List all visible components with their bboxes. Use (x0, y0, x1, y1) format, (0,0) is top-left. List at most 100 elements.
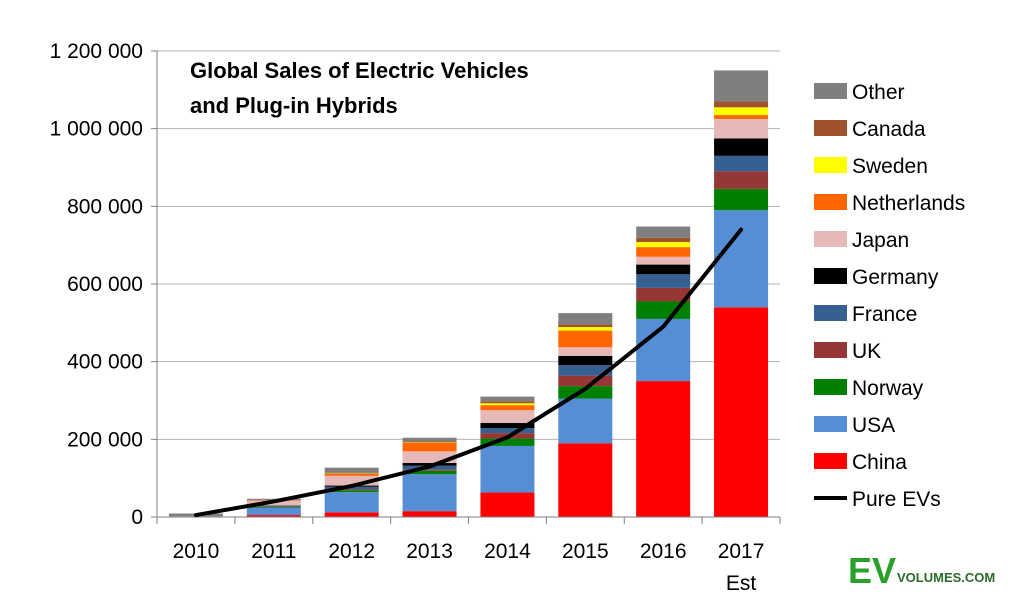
legend-swatch (814, 268, 847, 284)
bar-segment-uk (636, 287, 691, 302)
bar-segment-canada (324, 472, 379, 474)
bar-segment-france (558, 365, 613, 376)
bar-segment-norway (714, 188, 769, 211)
legend-swatch (814, 231, 847, 247)
bar-segment-netherlands (324, 473, 379, 476)
bar-segment-norway (324, 490, 379, 493)
bar-segment-sweden (714, 107, 769, 116)
bar-segment-usa (246, 508, 301, 516)
logo-ev: EV (848, 550, 896, 591)
bar-segment-usa (480, 445, 535, 493)
axes (156, 51, 781, 524)
x-tick-label: 2016 (640, 540, 687, 563)
bar-segment-france (324, 486, 379, 490)
x-tick-label: 2012 (328, 540, 375, 563)
legend-label: Pure EVs (852, 488, 941, 511)
bar-segment-germany (714, 138, 769, 156)
bar-segment-china (402, 511, 457, 517)
bar-segment-usa (714, 210, 769, 308)
bar-segment-canada (636, 237, 691, 243)
bar-segment-china (324, 512, 379, 517)
chart-title-line-2: and Plug-in Hybrids (190, 93, 398, 118)
legend-label: Germany (852, 266, 939, 289)
x-tick-label: 2010 (173, 540, 220, 563)
legend-label: Sweden (852, 155, 928, 178)
bars (168, 70, 769, 517)
legend-swatch (814, 305, 847, 321)
bar-segment-uk (402, 469, 457, 471)
bar-segment-canada (402, 441, 457, 443)
bar-segment-other (714, 70, 769, 102)
bar-segment-canada (714, 101, 769, 108)
bar-segment-other (558, 313, 613, 325)
bar-segment-norway (402, 470, 457, 475)
ev-volumes-logo: EV VOLUMES.COM (848, 550, 995, 591)
bar-segment-other (402, 437, 457, 442)
chart-title: Global Sales of Electric Vehicles and Pl… (190, 58, 529, 118)
y-tick-label: 1 200 000 (50, 40, 143, 63)
legend-label: France (852, 303, 917, 326)
legend-swatch (814, 120, 847, 136)
bar-segment-other (324, 467, 379, 473)
y-tick-label: 600 000 (67, 273, 143, 296)
legend-label: Other (852, 81, 905, 104)
bar-segment-sweden (558, 327, 613, 331)
y-tick-labels: 0 200 000 400 000 600 000 800 000 1 000 000 1 … (50, 40, 143, 529)
bar-segment-germany (636, 264, 691, 275)
logo-volumes: VOLUMES.COM (897, 570, 995, 585)
bar-segment-japan (480, 410, 535, 424)
x-tick-sublabel: Est (726, 572, 757, 595)
bar-segment-japan (636, 256, 691, 265)
bar-segment-germany (558, 355, 613, 366)
legend-swatch (814, 379, 847, 395)
bar-segment-france (636, 274, 691, 288)
legend-item-germany: Germany (814, 266, 939, 289)
bar-segment-other (480, 396, 535, 402)
legend-item-pure-evs: Pure EVs (814, 488, 941, 511)
bar-segment-china (246, 515, 301, 517)
legend-label: Netherlands (852, 192, 965, 215)
legend-label: Japan (852, 229, 909, 252)
bar-segment-netherlands (714, 115, 769, 119)
legend-swatch (814, 416, 847, 432)
legend-swatch (814, 342, 847, 358)
legend-swatch (814, 453, 847, 469)
bar-segment-japan (714, 118, 769, 139)
pure-ev-line-path (193, 227, 744, 518)
y-tick-label: 200 000 (67, 428, 143, 451)
legend-label: Canada (852, 118, 926, 141)
legend-item-japan: Japan (814, 229, 909, 252)
legend-item-netherlands: Netherlands (814, 192, 965, 215)
bar-segment-germany (402, 463, 457, 466)
bar-segment-germany (480, 423, 535, 429)
bar-segment-japan (558, 347, 613, 356)
bar-segment-uk (714, 171, 769, 189)
legend-swatch (814, 83, 847, 99)
bar-segment-netherlands (480, 405, 535, 411)
pure-ev-line (193, 227, 744, 518)
bar-segment-norway (636, 301, 691, 319)
legend-item-sweden: Sweden (814, 155, 928, 178)
chart-title-line-1: Global Sales of Electric Vehicles (190, 58, 529, 83)
bar-segment-usa (324, 492, 379, 513)
legend-swatch (814, 194, 847, 210)
y-tick-label: 800 000 (67, 195, 143, 218)
legend-label: Norway (852, 377, 924, 400)
bar-segment-netherlands (402, 442, 457, 452)
bar-segment-usa (402, 474, 457, 512)
legend-label: USA (852, 414, 895, 437)
bar-segment-netherlands (636, 247, 691, 257)
bar-segment-france (480, 428, 535, 434)
bar-segment-other (246, 498, 301, 500)
bar-segment-france (246, 505, 301, 507)
y-tick-label: 0 (131, 506, 143, 529)
legend-item-other: Other (814, 81, 905, 104)
bar-segment-usa (636, 318, 691, 382)
bar-segment-france (714, 155, 769, 172)
bar-segment-usa (558, 398, 613, 444)
bar-segment-netherlands (558, 330, 613, 348)
x-tick-label: 2017 (718, 540, 765, 563)
legend-label: China (852, 451, 907, 474)
x-tick-label: 2011 (251, 540, 296, 563)
